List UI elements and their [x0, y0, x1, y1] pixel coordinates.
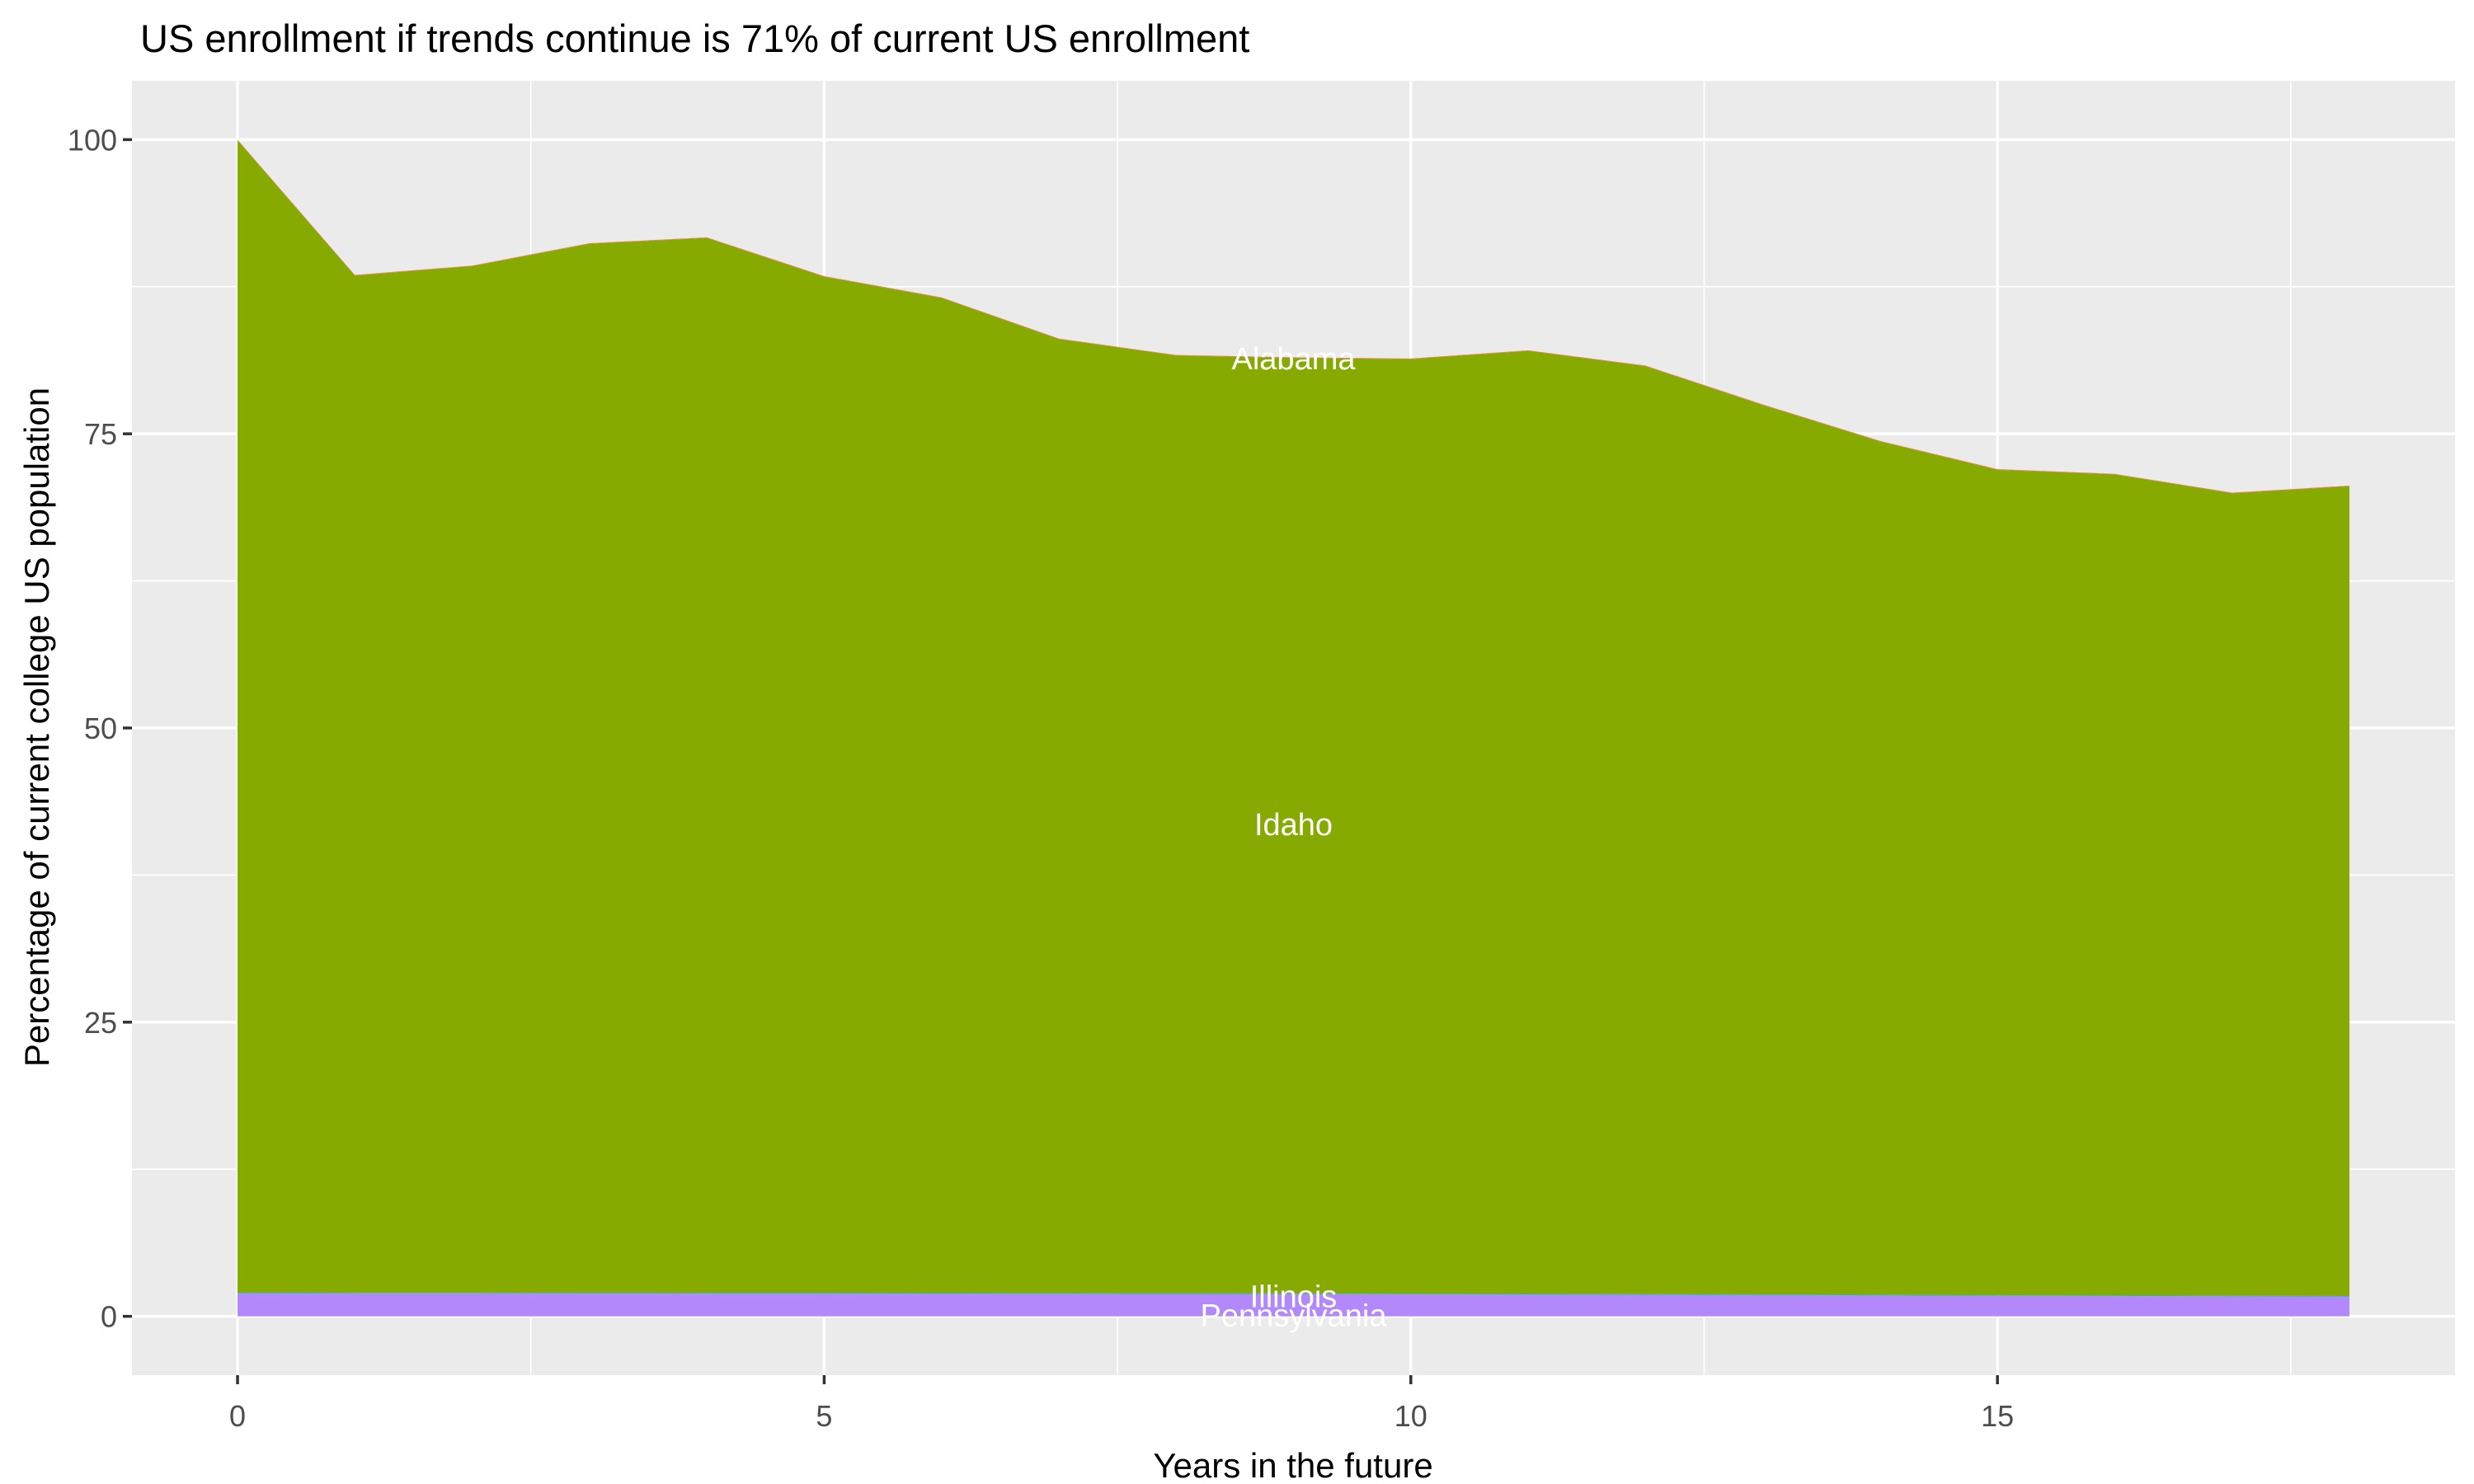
area-label-idaho: Idaho [1254, 808, 1333, 843]
y-tick-label: 50 [84, 711, 117, 745]
chart-title: US enrollment if trends continue is 71% … [140, 16, 1249, 60]
y-tick-label: 25 [84, 1006, 117, 1040]
x-tick-label: 0 [229, 1399, 246, 1433]
area-label-pennsylvania: Pennsylvania [1200, 1299, 1387, 1334]
area-label-alabama: Alabama [1232, 342, 1357, 377]
x-axis-title: Years in the future [1153, 1446, 1432, 1484]
y-tick-label: 0 [101, 1300, 117, 1334]
area-label-illinois: Illinois [1250, 1280, 1338, 1314]
x-tick-label: 5 [816, 1399, 832, 1433]
y-tick-label: 100 [68, 123, 117, 157]
x-tick-label: 10 [1395, 1399, 1427, 1433]
y-tick-label: 75 [84, 417, 117, 451]
area-pennsylvania [238, 1293, 2349, 1317]
x-tick-label: 15 [1981, 1399, 2014, 1433]
axis-ticks-layer: 0 5 10 15 0 25 50 75 100 [68, 123, 2014, 1433]
area-idaho [238, 140, 2349, 1296]
area-illinois [238, 1292, 2349, 1297]
stacked-areas-layer [238, 139, 2349, 1317]
y-axis-title: Percentage of current college US populat… [17, 387, 56, 1067]
